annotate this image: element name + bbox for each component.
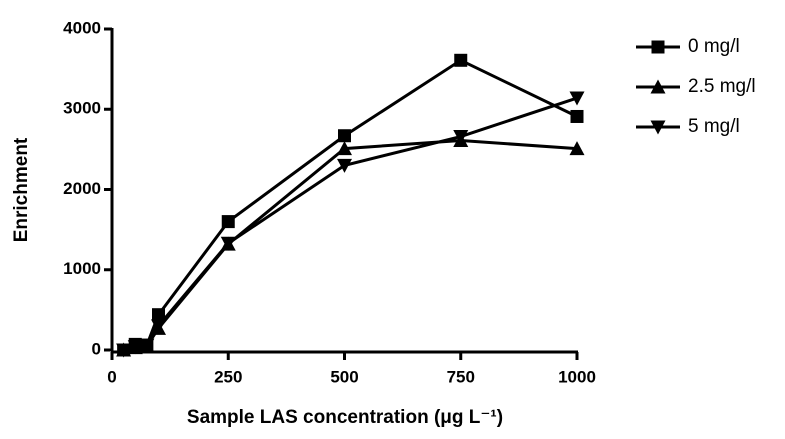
marker: [570, 109, 584, 123]
marker: [127, 340, 143, 355]
marker: [338, 129, 351, 143]
series-line: [122, 58, 578, 352]
y-tick-label: 0: [92, 339, 101, 358]
marker: [152, 308, 165, 322]
marker: [221, 215, 235, 229]
x-tick-label: 0: [107, 367, 116, 386]
legend-label: 5 mg/l: [688, 116, 740, 137]
marker: [569, 141, 585, 156]
y-axis-title: Enrichment: [11, 137, 32, 242]
marker: [139, 338, 155, 353]
marker: [116, 343, 132, 358]
series-line: [123, 139, 578, 352]
x-axis-title: Sample LAS concentration (μg L⁻¹): [187, 407, 503, 428]
marker: [651, 40, 665, 54]
y-tick-label: 1000: [63, 259, 101, 278]
marker: [454, 53, 468, 67]
y-tick-label: 3000: [63, 99, 101, 118]
y-tick-label: 4000: [63, 18, 101, 37]
x-tick-label: 1000: [558, 367, 596, 386]
legend-label: 2.5 mg/l: [688, 76, 756, 97]
legend-label: 0 mg/l: [688, 36, 740, 57]
marker: [337, 158, 352, 173]
marker: [151, 319, 166, 334]
marker: [337, 141, 352, 156]
marker: [453, 130, 469, 145]
y-tick-label: 2000: [63, 179, 101, 198]
x-tick-label: 500: [330, 367, 358, 386]
x-tick-label: 250: [214, 367, 242, 386]
x-tick-label: 750: [447, 367, 475, 386]
marker: [569, 91, 585, 106]
marker: [650, 120, 666, 135]
marker: [650, 79, 666, 94]
marker: [220, 236, 236, 251]
